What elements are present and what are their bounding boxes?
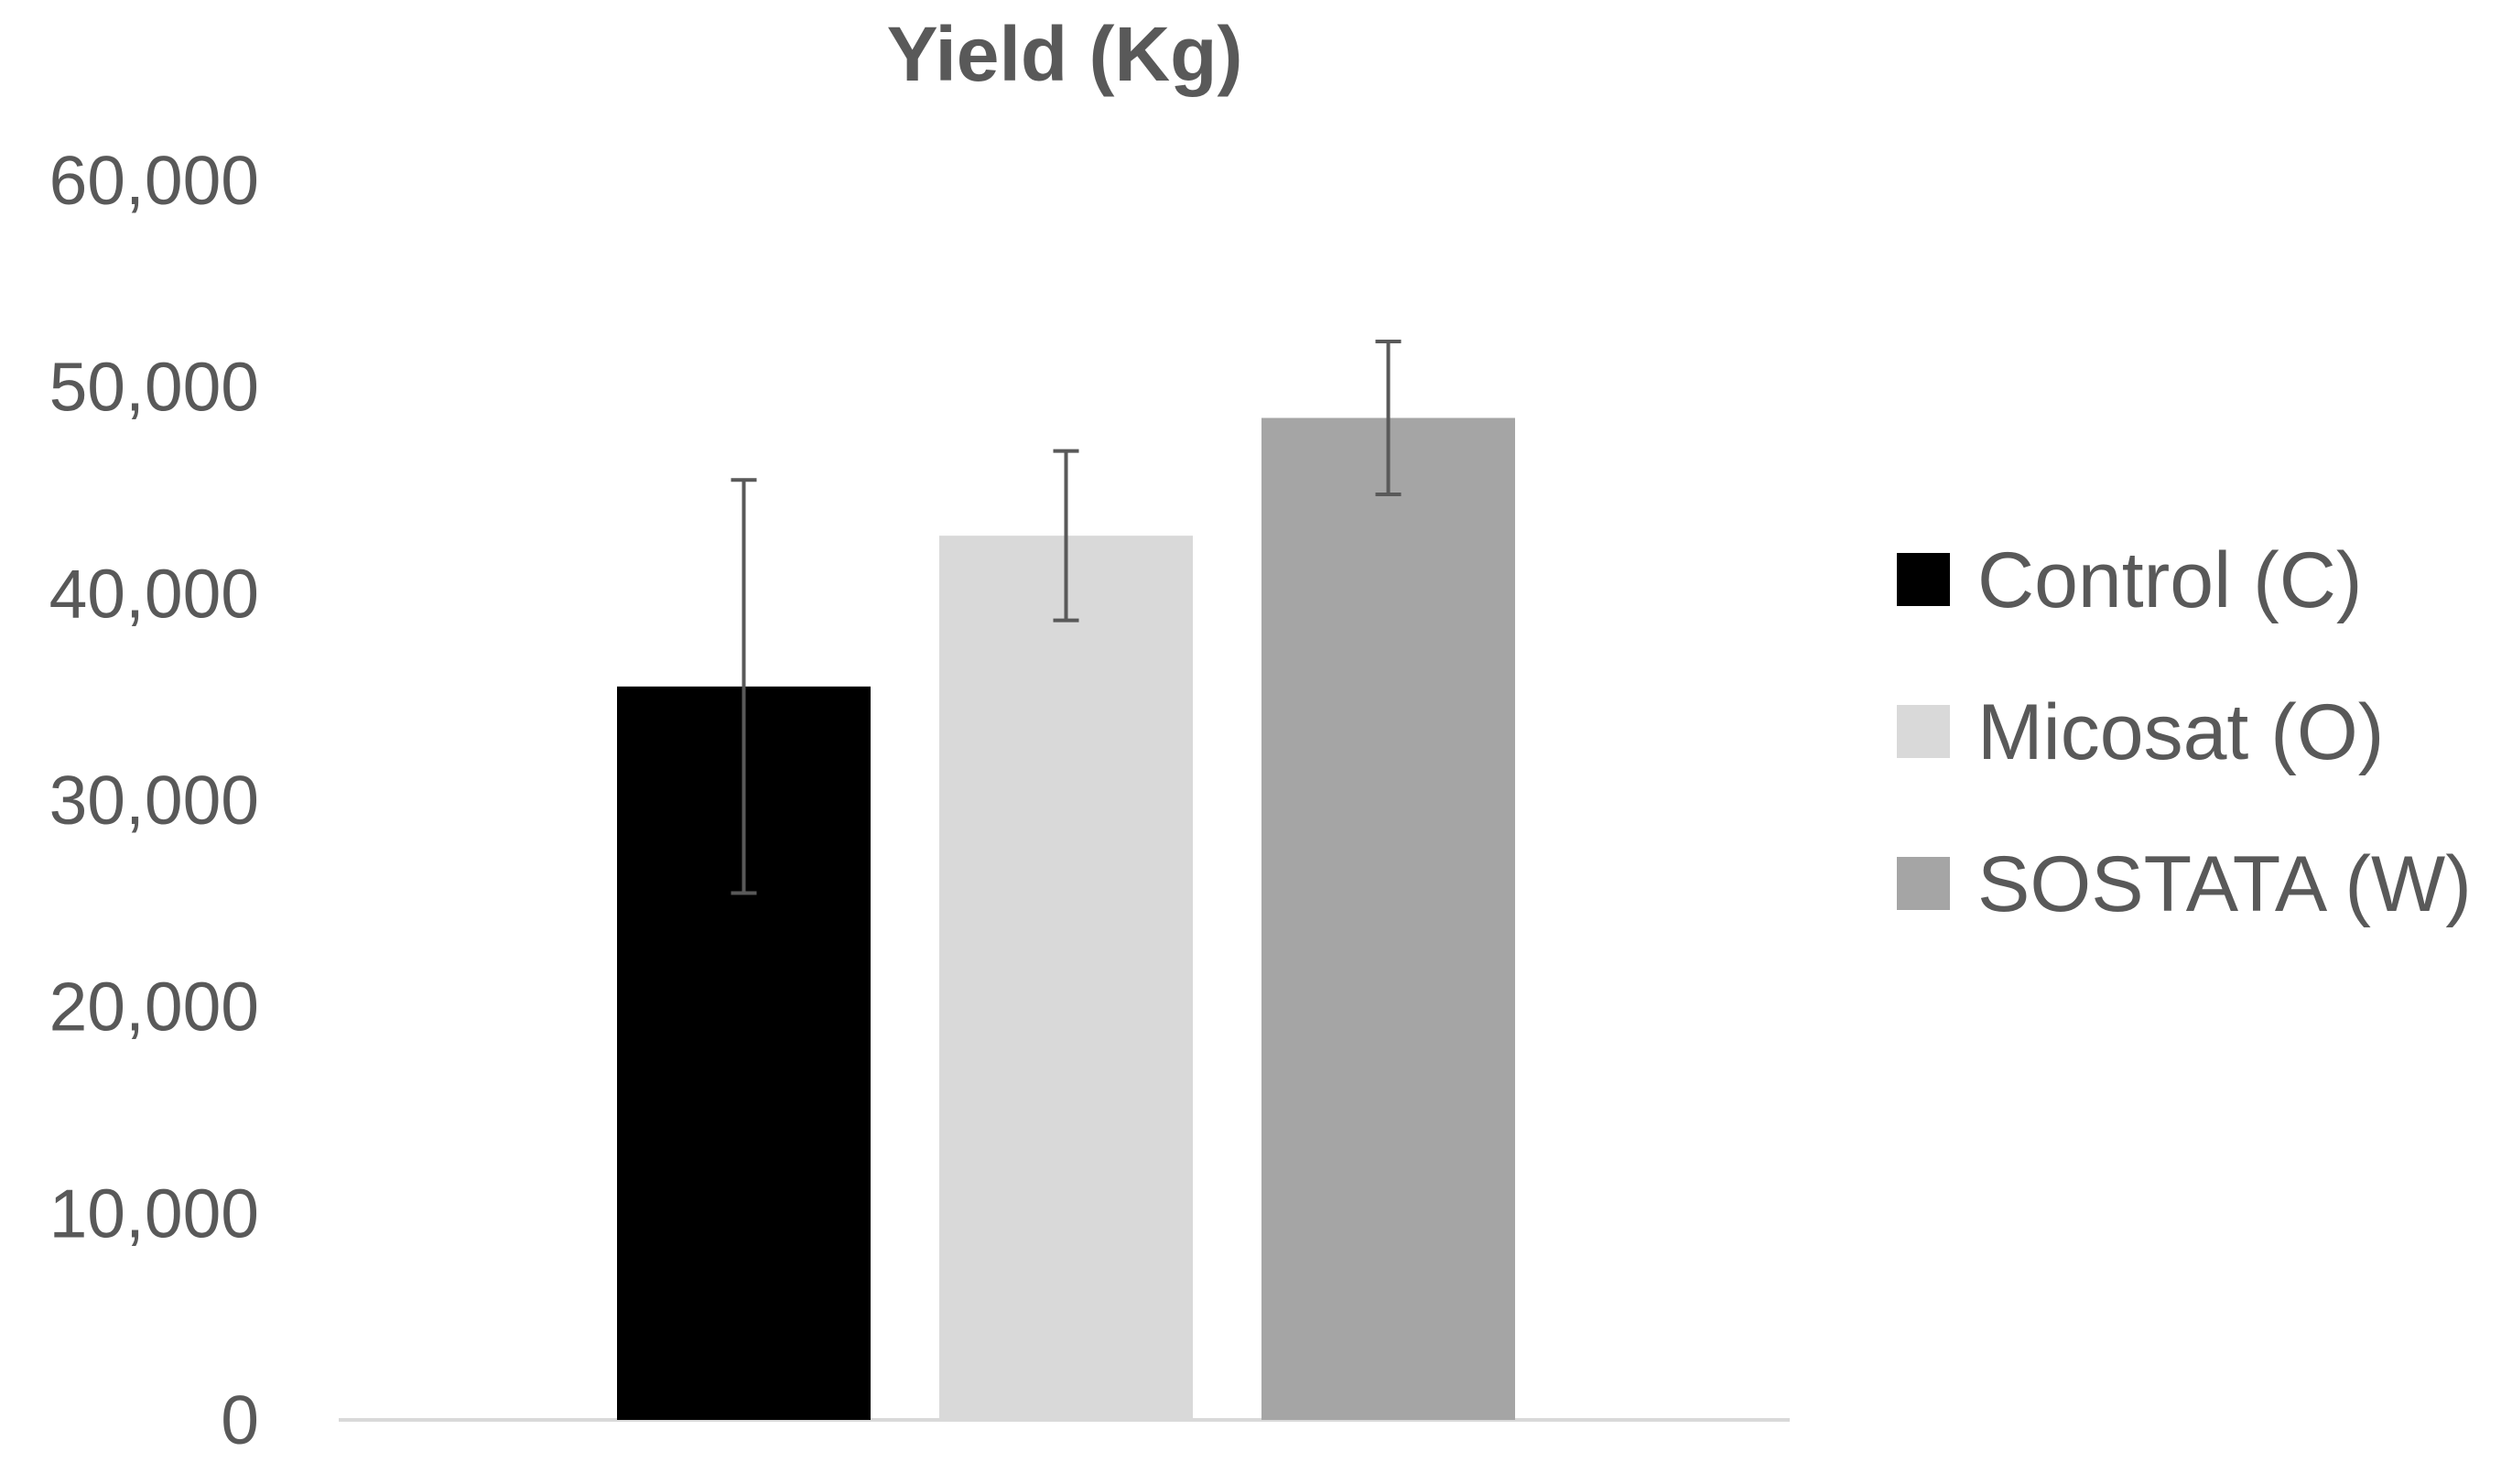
bar-sostata-w xyxy=(1261,417,1515,1421)
legend-swatch xyxy=(1897,857,1950,910)
error-bar xyxy=(731,478,757,895)
error-bars-group xyxy=(731,340,1402,895)
y-tick-label: 10,000 xyxy=(49,1175,259,1251)
error-bar xyxy=(1375,340,1402,497)
legend-label: Control (C) xyxy=(1977,536,2363,624)
y-tick-label: 60,000 xyxy=(49,142,259,219)
y-tick-label: 50,000 xyxy=(49,349,259,426)
y-tick-label: 40,000 xyxy=(49,555,259,632)
y-tick-label: 20,000 xyxy=(49,969,259,1045)
y-axis-ticks: 0 10,000 20,000 30,000 40,000 50,000 60,000 xyxy=(49,142,259,1458)
legend-swatch xyxy=(1897,553,1950,606)
bar-micosat-o xyxy=(939,536,1193,1420)
y-tick-label: 30,000 xyxy=(49,762,259,839)
legend-label: SOSTATA (W) xyxy=(1977,840,2472,928)
chart-title: Yield (Kg) xyxy=(887,11,1243,97)
legend-label: Micosat (O) xyxy=(1977,688,2384,776)
error-bar xyxy=(1053,449,1079,623)
legend-swatch xyxy=(1897,705,1950,758)
legend: Control (C) Micosat (O) SOSTATA (W) xyxy=(1897,536,2472,928)
y-tick-label: 0 xyxy=(221,1381,259,1458)
